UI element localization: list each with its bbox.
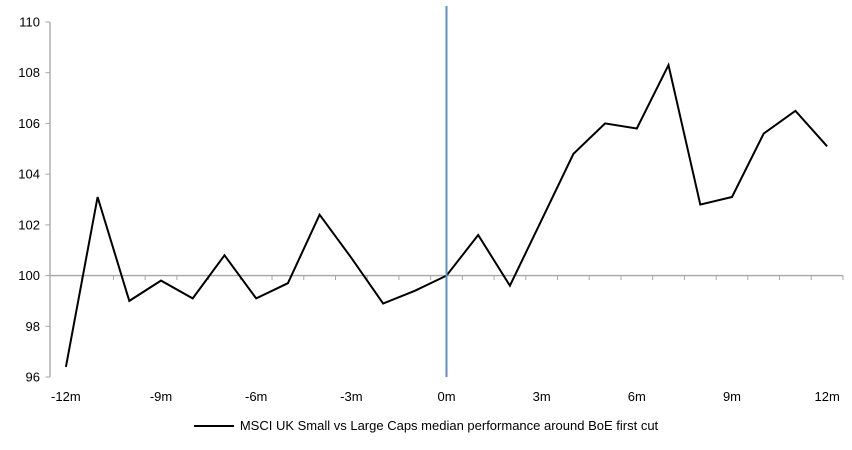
x-axis-tick-label: 6m [628,389,646,404]
y-axis-tick-label: 108 [18,65,40,80]
legend-line-swatch [193,424,234,427]
y-axis-tick-label: 100 [18,268,40,283]
legend-label: MSCI UK Small vs Large Caps median perfo… [239,418,659,433]
x-axis-tick-label: -6m [245,389,267,404]
y-axis-tick-label: 110 [19,15,40,30]
y-axis-tick-label: 96 [26,370,40,385]
y-axis-tick-label: 98 [26,319,40,334]
chart-legend: MSCI UK Small vs Large Caps median perfo… [0,418,852,433]
x-axis-tick-label: -9m [150,389,172,404]
x-axis-tick-label: -3m [340,389,362,404]
y-axis-tick-label: 106 [18,116,40,131]
y-axis-tick-label: 102 [18,217,40,232]
y-axis-tick-label: 104 [18,167,40,182]
x-axis-tick-label: 3m [533,389,551,404]
x-axis-tick-label: 12m [814,389,839,404]
x-axis-tick-label: -12m [51,389,81,404]
x-axis-tick-label: 0m [437,389,455,404]
x-axis-tick-label: 9m [723,389,741,404]
